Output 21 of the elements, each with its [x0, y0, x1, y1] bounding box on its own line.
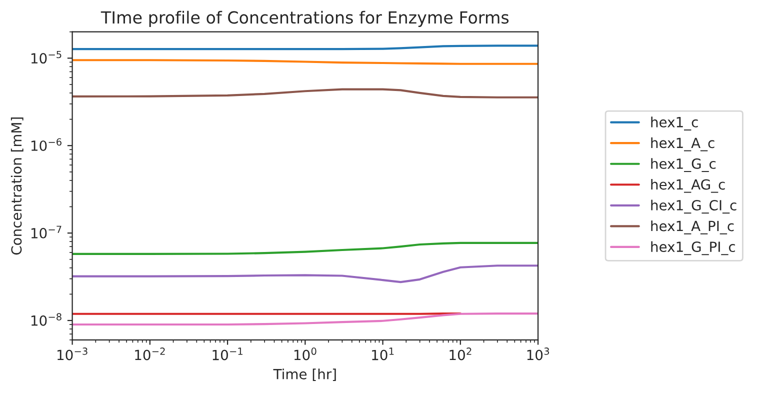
legend-label: hex1_G_PI_c [651, 241, 735, 256]
y-axis-title: Concentration [mM] [10, 118, 24, 255]
x-axis-title: Time [hr] [273, 368, 336, 381]
legend-label: hex1_A_c [651, 137, 714, 152]
x-tick-label: 10$^{0}$ [294, 348, 316, 360]
legend-label: hex1_A_PI_c [651, 220, 734, 234]
legend-label: hex1_G_CI_c [651, 200, 736, 214]
x-tick-label: 10$^{1}$ [372, 348, 394, 360]
x-tick-label: 10$^{−2}$ [135, 348, 165, 360]
y-tick-label: 10$^{−6}$ [31, 138, 62, 151]
x-tick-label: 10$^{−3}$ [58, 348, 88, 360]
legend-label: hex1_c [651, 116, 698, 130]
legend-label: hex1_AG_c [651, 178, 725, 193]
chart-title: TIme profile of Concentrations for Enzyme Forms [100, 10, 509, 27]
x-tick-label: 10$^{3}$ [527, 348, 550, 360]
y-tick-label: 10$^{−8}$ [31, 313, 62, 326]
legend-label: hex1_G_c [651, 158, 716, 172]
y-tick-label: 10$^{−5}$ [31, 50, 62, 64]
y-tick-label: 10$^{−7}$ [31, 226, 62, 238]
x-tick-label: 10$^{−1}$ [212, 348, 242, 360]
x-tick-label: 10$^{2}$ [450, 348, 472, 360]
